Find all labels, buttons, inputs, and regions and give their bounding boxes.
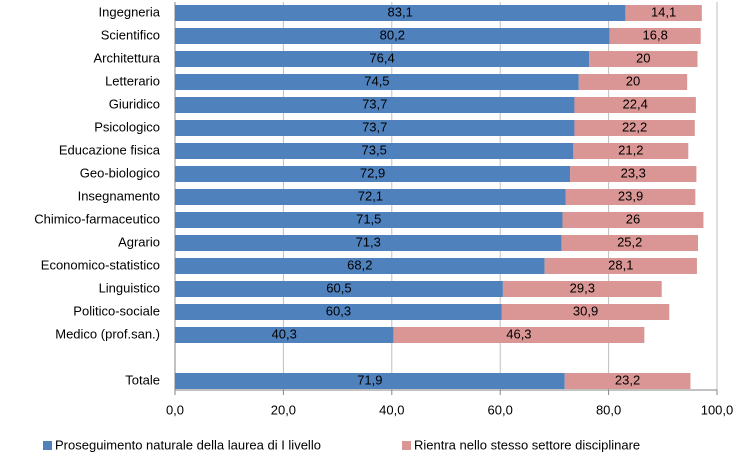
- bar-segment: [574, 97, 696, 113]
- data-label: 25,2: [617, 234, 642, 249]
- bar-segment: [561, 235, 699, 251]
- bar-segment: [175, 304, 502, 320]
- bar-segment: [565, 189, 696, 205]
- bar-segment: [175, 189, 566, 205]
- data-label: 23,9: [618, 188, 643, 203]
- bar-segment: [589, 51, 698, 67]
- y-tick-label: Economico-statistico: [41, 257, 160, 272]
- data-label: 72,9: [360, 165, 385, 180]
- y-tick-label: Psicologico: [94, 119, 160, 134]
- data-label: 20: [626, 73, 640, 88]
- bar-segment: [175, 212, 563, 228]
- y-tick-label: Giuridico: [109, 96, 160, 111]
- bar-segment: [544, 258, 697, 274]
- data-label: 22,2: [622, 119, 647, 134]
- data-label: 76,4: [369, 50, 394, 65]
- x-tick-label: 0,0: [166, 402, 184, 417]
- y-tick-label: Politico-sociale: [73, 303, 160, 318]
- x-tick-label: 40,0: [379, 402, 404, 417]
- bar-segment: [570, 166, 697, 182]
- data-label: 83,1: [388, 4, 413, 19]
- data-label: 23,3: [621, 165, 646, 180]
- data-label: 26: [626, 211, 640, 226]
- y-tick-label: Agrario: [118, 234, 160, 249]
- bar-segment: [175, 235, 562, 251]
- x-tick-label: 80,0: [596, 402, 621, 417]
- y-tick-label: Medico (prof.san.): [55, 326, 160, 341]
- bar-segment: [573, 143, 689, 159]
- y-tick-label: Letterario: [105, 73, 160, 88]
- y-tick-label: Scientifico: [101, 27, 160, 42]
- bar-segment: [574, 120, 695, 136]
- data-label: 23,2: [615, 372, 640, 387]
- bar-segment: [562, 212, 704, 228]
- data-label: 72,1: [358, 188, 383, 203]
- x-tick-label: 20,0: [271, 402, 296, 417]
- data-label: 20: [636, 50, 650, 65]
- bar-segment: [175, 97, 575, 113]
- y-tick-label: Geo-biologico: [80, 165, 160, 180]
- bar-segment: [502, 281, 662, 297]
- data-label: 60,5: [326, 280, 351, 295]
- y-tick-label: Insegnamento: [78, 188, 160, 203]
- data-label: 73,7: [362, 96, 387, 111]
- x-tick-label: 60,0: [488, 402, 513, 417]
- data-label: 68,2: [347, 257, 372, 272]
- data-label: 40,3: [272, 326, 297, 341]
- bar-segment: [175, 74, 579, 90]
- bar-segment: [175, 120, 575, 136]
- bar-segment: [175, 281, 503, 297]
- bar-segment: [393, 327, 645, 343]
- data-label: 28,1: [608, 257, 633, 272]
- bar-segment: [609, 28, 701, 44]
- data-label: 71,9: [357, 372, 382, 387]
- legend-label: Proseguimento naturale della laurea di I…: [55, 437, 321, 452]
- bar-segment: [501, 304, 670, 320]
- data-label: 21,2: [618, 142, 643, 157]
- y-tick-label: Educazione fisica: [59, 142, 161, 157]
- y-tick-label: Ingegneria: [99, 4, 161, 19]
- bar-segment: [175, 51, 590, 67]
- bar-segment: [175, 258, 545, 274]
- data-label: 30,9: [573, 303, 598, 318]
- bar-segment: [578, 74, 688, 90]
- data-label: 71,5: [356, 211, 381, 226]
- legend-swatch: [402, 441, 411, 450]
- data-label: 22,4: [623, 96, 648, 111]
- data-label: 73,5: [362, 142, 387, 157]
- data-label: 14,1: [651, 4, 676, 19]
- y-tick-label: Linguistico: [99, 280, 160, 295]
- bar-segment: [625, 5, 702, 21]
- x-tick-label: 100,0: [701, 402, 734, 417]
- data-label: 60,3: [326, 303, 351, 318]
- legend-swatch: [43, 441, 52, 450]
- bar-segment: [175, 373, 565, 389]
- bar-segment: [175, 166, 571, 182]
- bar-segment: [175, 143, 574, 159]
- y-tick-label: Totale: [125, 372, 160, 387]
- y-tick-label: Architettura: [94, 50, 161, 65]
- data-label: 46,3: [506, 326, 531, 341]
- data-label: 71,3: [356, 234, 381, 249]
- bar-segment: [175, 327, 394, 343]
- bar-segment: [175, 5, 626, 21]
- data-label: 16,8: [643, 27, 668, 42]
- data-label: 73,7: [362, 119, 387, 134]
- data-label: 80,2: [380, 27, 405, 42]
- legend-label: Rientra nello stesso settore disciplinar…: [414, 437, 640, 452]
- bar-segment: [564, 373, 691, 389]
- y-tick-label: Chimico-farmaceutico: [34, 211, 160, 226]
- data-label: 74,5: [364, 73, 389, 88]
- bar-segment: [175, 28, 610, 44]
- data-label: 29,3: [570, 280, 595, 295]
